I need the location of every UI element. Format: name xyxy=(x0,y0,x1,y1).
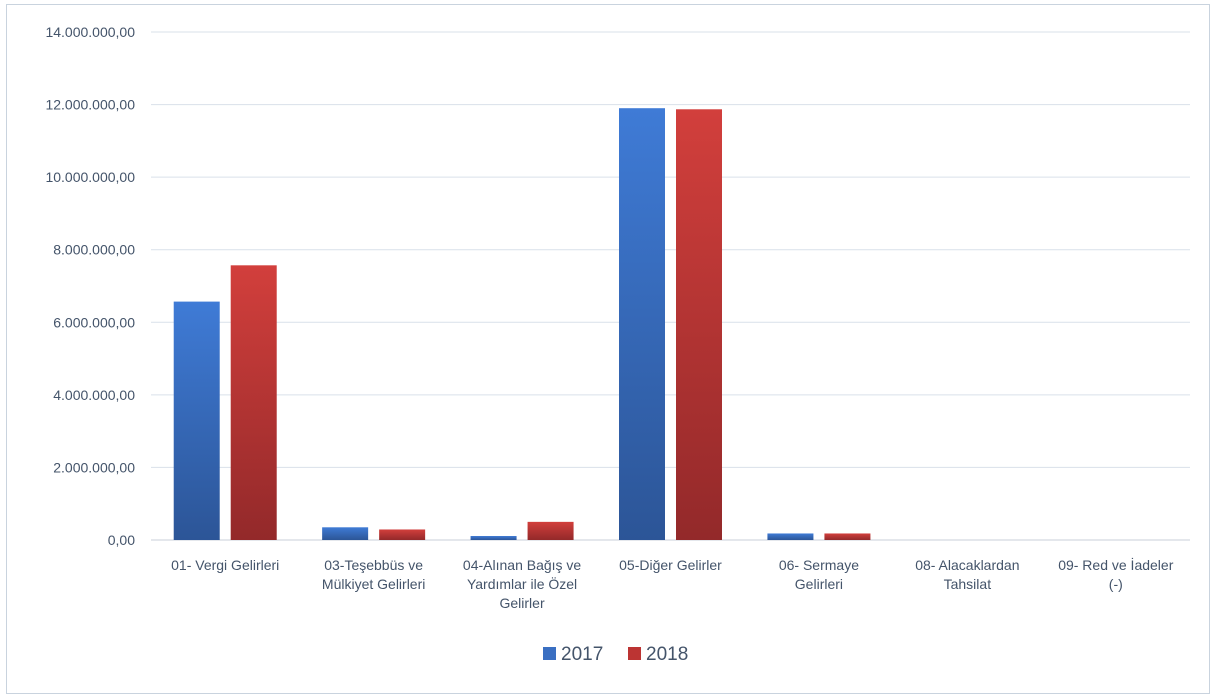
y-tick-label: 12.000.000,00 xyxy=(45,97,135,113)
bar-2017-5 xyxy=(767,533,814,540)
bar-2018-1 xyxy=(230,265,277,540)
bars xyxy=(173,108,871,540)
x-category-label: 05-Diğer Gelirler xyxy=(619,557,722,573)
legend-label-2017: 2017 xyxy=(561,644,603,665)
y-tick-label: 0,00 xyxy=(108,532,135,548)
x-axis: 01- Vergi Gelirleri 03-Teşebbüs ve Mülkiye… xyxy=(171,556,1174,611)
x-category-label: 01- Vergi Gelirleri xyxy=(171,557,279,573)
y-axis: 0,00 2.000.000,00 4.000.000,00 6.000.000,00… xyxy=(45,24,135,548)
bar-2018-3 xyxy=(527,521,574,540)
x-category-label: 08- Alacaklardan Tahsilat xyxy=(915,557,1019,592)
x-category-label: 06- Sermaye Gelirleri xyxy=(779,557,859,592)
y-tick-label: 2.000.000,00 xyxy=(53,459,135,475)
y-tick-label: 4.000.000,00 xyxy=(53,387,135,403)
x-category-label: 03-Teşebbüs ve Mülkiyet Gelirleri xyxy=(322,557,425,592)
bar-2017-4 xyxy=(619,108,665,540)
y-tick-label: 14.000.000,00 xyxy=(45,24,135,40)
gridlines xyxy=(151,31,1190,541)
bar-2018-2 xyxy=(379,529,426,540)
y-tick-label: 8.000.000,00 xyxy=(53,242,135,258)
x-category-label: 04-Alınan Bağış ve Yardımlar ile Özel Geli… xyxy=(463,557,582,611)
bar-2017-2 xyxy=(322,527,369,540)
y-tick-label: 6.000.000,00 xyxy=(53,314,135,330)
bar-2017-3 xyxy=(470,536,517,540)
x-category-label: 09- Red ve İadeler (-) xyxy=(1058,556,1174,592)
legend-swatch-2017 xyxy=(543,647,556,660)
bar-2018-4 xyxy=(676,109,722,540)
legend-label-2018: 2018 xyxy=(646,644,688,665)
bar-2018-5 xyxy=(824,533,871,540)
y-tick-label: 10.000.000,00 xyxy=(45,169,135,185)
legend: 2017 2018 xyxy=(543,644,688,665)
legend-swatch-2018 xyxy=(628,647,641,660)
bar-2017-1 xyxy=(173,301,220,540)
